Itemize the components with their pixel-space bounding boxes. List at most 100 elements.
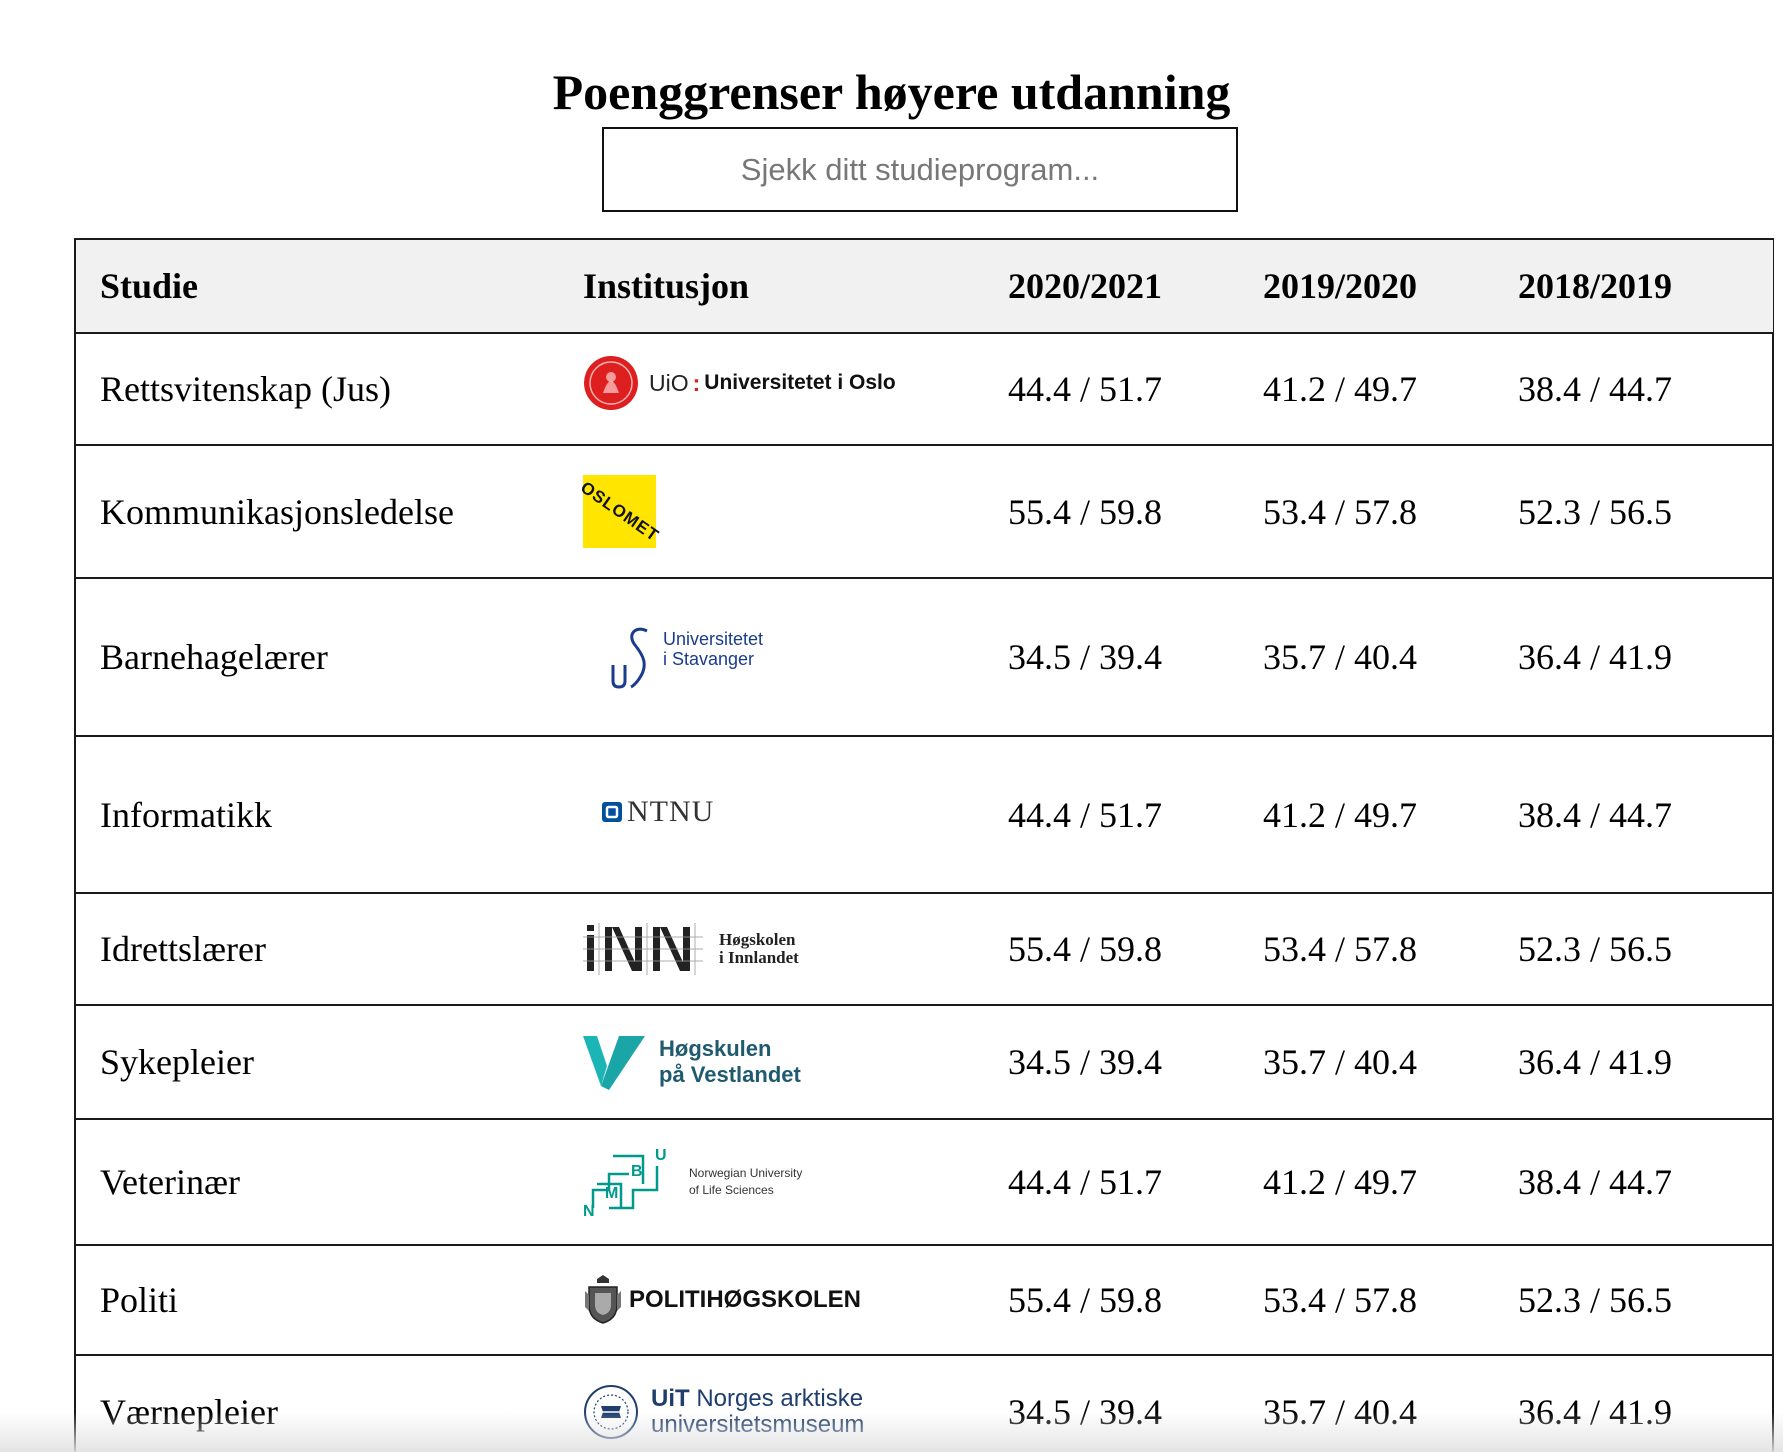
ntnu-text: NTNU [627,794,715,828]
score-2019-2020: 35.7 / 40.4 [1263,578,1518,737]
uio-name: Universitetet i Oslo [704,371,896,394]
score-2018-2019: 36.4 / 41.9 [1518,1005,1773,1120]
institution-cell: UiT Norges arktiske universitetsmuseum [583,1355,1008,1452]
hvl-line1: Høgskulen [659,1036,772,1061]
score-2018-2019: 52.3 / 56.5 [1518,893,1773,1006]
results-table: Studie Institusjon 2020/2021 2019/2020 2… [74,238,1774,1452]
score-2018-2019: 52.3 / 56.5 [1518,1245,1773,1356]
uio-logo: UiO : Universitetet i Oslo [583,355,1008,411]
table-row[interactable]: Barnehagelærer Universitetet i Stavanger [76,578,1773,737]
institution-cell: UiO : Universitetet i Oslo [583,333,1008,446]
inn-mark-icon [583,923,703,975]
uis-line2: i Stavanger [663,649,755,669]
svg-text:N: N [583,1203,595,1218]
header-year-2020-2021: 2020/2021 [1008,240,1263,334]
study-name: Informatikk [76,736,583,894]
institution-cell: POLITIHØGSKOLEN [583,1245,1008,1356]
inn-line1: Høgskolen [719,930,796,949]
uit-short: UiT [651,1384,690,1412]
study-name: Værnepleier [100,1391,278,1432]
table-row[interactable]: Rettsvitenskap (Jus) UiO : Universit [76,333,1773,446]
study-name: Barnehagelærer [76,578,583,737]
table-row[interactable]: Veterinær N [76,1119,1773,1246]
politihogskolen-logo: POLITIHØGSKOLEN [583,1275,1008,1325]
hvl-line2: på Vestlandet [659,1062,801,1087]
hvl-v-icon [583,1036,645,1090]
hvl-logo: Høgskulen på Vestlandet [583,1034,1008,1090]
score-2020-2021: 34.5 / 39.4 [1008,578,1263,737]
nmbu-logo: N M B U Norwegian University of Life Sci… [583,1146,1008,1218]
score-2020-2021: 55.4 / 59.8 [1008,893,1263,1006]
table-row[interactable]: Værnepleier UiT [76,1355,1773,1452]
score-2019-2020: 35.7 / 40.4 [1263,1391,1418,1432]
inn-line2: i Innlandet [719,948,799,967]
oslomet-logo: OSLOMET [577,475,1008,548]
study-name: Sykepleier [76,1005,583,1120]
institution-cell: NTNU [583,736,1008,894]
uis-line1: Universitetet [663,629,764,649]
svg-text:M: M [605,1185,618,1202]
table-row[interactable]: Kommunikasjonsledelse OSLOMET 55.4 / 59.… [76,445,1773,579]
institution-cell: Høgskulen på Vestlandet [583,1005,1008,1120]
search-input[interactable] [602,127,1238,212]
svg-text:B: B [631,1163,643,1180]
uit-line2: universitetsmuseum [651,1410,865,1438]
institution-cell: OSLOMET [577,445,1008,579]
score-2020-2021: 44.4 / 51.7 [1008,333,1263,446]
header-year-2018-2019: 2018/2019 [1518,240,1773,334]
table-row[interactable]: Idrettslærer [76,893,1773,1006]
police-crest-icon [585,1275,621,1324]
score-2020-2021: 44.4 / 51.7 [1008,736,1263,894]
study-name: Idrettslærer [76,893,583,1006]
uit-line1: Norges arktiske [696,1384,864,1412]
study-name: Kommunikasjonsledelse [76,445,583,579]
header-year-2019-2020: 2019/2020 [1263,240,1518,334]
study-name: Politi [76,1245,583,1356]
nmbu-line2: of Life Sciences [689,1183,774,1197]
table-header-row: Studie Institusjon 2020/2021 2019/2020 2… [76,240,1773,334]
page-title: Poenggrenser høyere utdanning [552,63,1231,120]
uit-seal-icon [584,1384,638,1439]
score-2018-2019: 38.4 / 44.7 [1518,1119,1773,1246]
uio-colon: : [692,369,701,396]
score-2019-2020: 35.7 / 40.4 [1263,1005,1518,1120]
header-institution: Institusjon [583,240,1008,334]
study-name: Rettsvitenskap (Jus) [76,333,583,446]
nmbu-line1: Norwegian University [689,1166,803,1180]
score-2019-2020: 53.4 / 57.8 [1263,893,1518,1006]
inn-logo: Høgskolen i Innlandet [583,923,1008,975]
header-study: Studie [76,240,583,334]
table-row[interactable]: Politi POLITIHØGSKOLEN [76,1245,1773,1356]
score-2019-2020: 41.2 / 49.7 [1263,1119,1518,1246]
score-2020-2021: 55.4 / 59.8 [1008,445,1263,579]
uio-seal-icon [584,356,638,410]
uis-mark-icon [611,627,648,689]
politihogskolen-text: POLITIHØGSKOLEN [629,1286,862,1313]
uit-logo: UiT Norges arktiske universitetsmuseum [583,1384,1008,1440]
score-2020-2021: 34.5 / 39.4 [1008,1005,1263,1120]
table-row[interactable]: Informatikk NTNU 44.4 / 51.7 41.2 / 49.7… [76,736,1773,894]
institution-cell: Universitetet i Stavanger [583,578,1008,737]
score-2018-2019: 36.4 / 41.9 [1518,578,1773,737]
table-row[interactable]: Sykepleier Høgskulen på Vestlandet [76,1005,1773,1120]
score-2019-2020: 41.2 / 49.7 [1263,736,1518,894]
score-2020-2021: 34.5 / 39.4 [1008,1391,1163,1432]
study-name: Veterinær [76,1119,583,1246]
svg-text:U: U [655,1147,667,1164]
nmbu-mark-icon: N M B U [583,1147,667,1218]
institution-cell: Høgskolen i Innlandet [583,893,1008,1006]
score-2019-2020: 53.4 / 57.8 [1263,1245,1518,1356]
oslomet-text: OSLOMET [577,477,663,545]
score-2018-2019: 38.4 / 44.7 [1518,736,1773,894]
score-2018-2019: 38.4 / 44.7 [1518,333,1773,446]
score-2019-2020: 41.2 / 49.7 [1263,333,1518,446]
score-2020-2021: 44.4 / 51.7 [1008,1119,1263,1246]
ntnu-square-icon [602,801,622,822]
score-2019-2020: 53.4 / 57.8 [1263,445,1518,579]
uis-logo: Universitetet i Stavanger [609,625,1008,689]
ntnu-logo: NTNU [601,795,1008,829]
score-2018-2019: 52.3 / 56.5 [1518,445,1773,579]
uio-short: UiO [649,369,689,396]
score-2018-2019: 36.4 / 41.9 [1518,1391,1673,1432]
